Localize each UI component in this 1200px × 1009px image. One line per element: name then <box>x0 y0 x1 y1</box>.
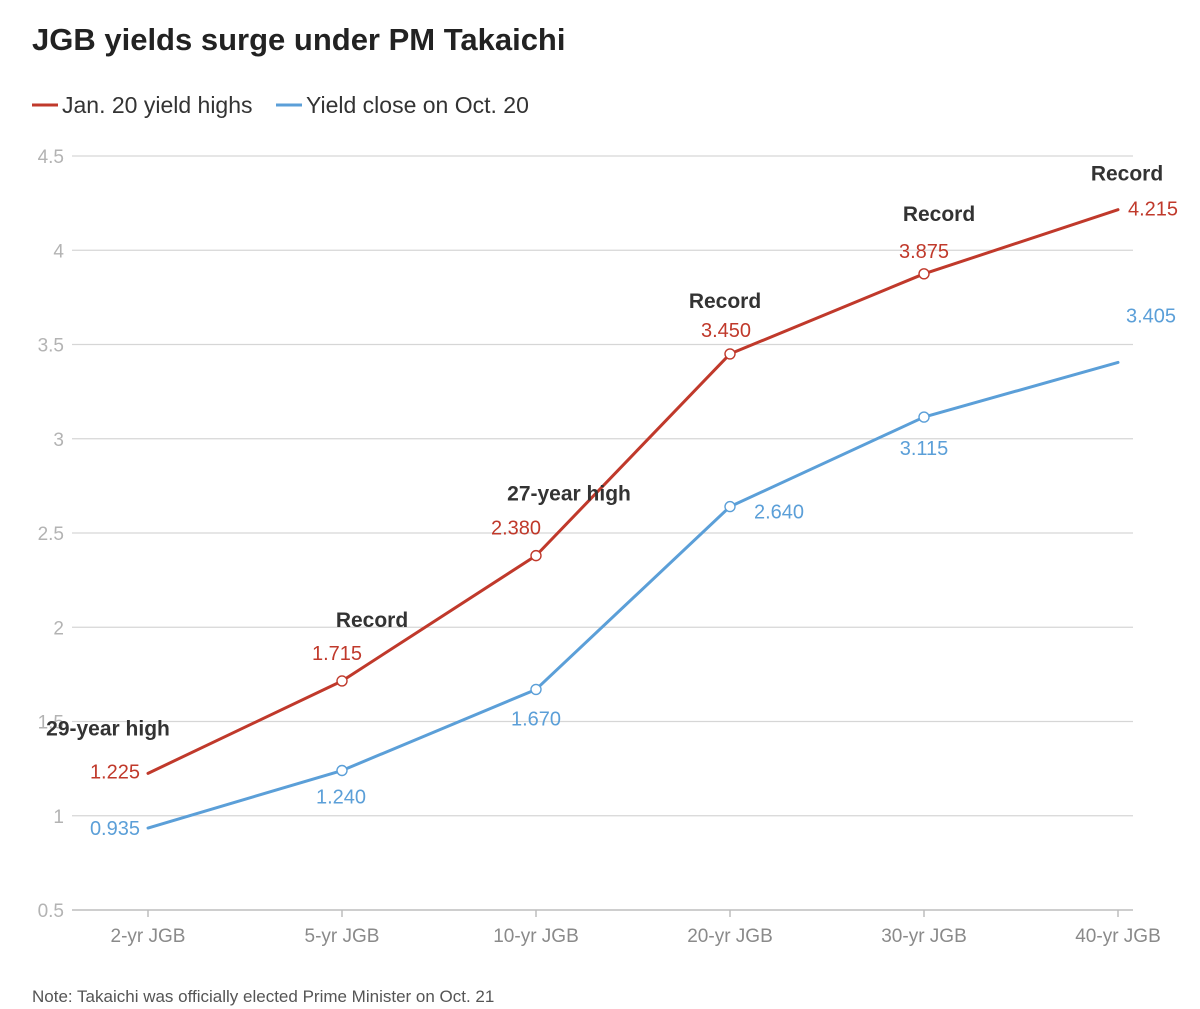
y-tick-label: 3.5 <box>38 336 64 357</box>
y-tick-label: 1 <box>53 807 64 828</box>
data-point <box>918 268 930 280</box>
data-labels: 1.225 1.715 2.380 3.450 3.875 4.215 0.935 1.240… <box>90 199 1178 840</box>
legend-label-oct-close: Yield close on Oct. 20 <box>306 92 529 118</box>
annotation-label: Record <box>689 290 761 313</box>
y-tick-label: 4 <box>53 241 64 262</box>
data-point <box>724 500 736 513</box>
data-label: 3.405 <box>1126 305 1176 327</box>
x-axis-ticks: 2-yr JGB 5-yr JGB 10-yr JGB 20-yr JGB 30-yr … <box>111 910 1161 947</box>
gridlines <box>72 155 1133 911</box>
series-line-0 <box>146 208 1120 775</box>
x-tick-label: 40-yr JGB <box>1075 926 1161 947</box>
data-label: 1.715 <box>312 643 362 665</box>
data-point <box>724 348 736 360</box>
data-label: 1.240 <box>316 787 366 809</box>
x-tick-label: 2-yr JGB <box>111 926 186 947</box>
annotation-label: Record <box>903 203 975 226</box>
y-tick-label: 2 <box>53 618 64 639</box>
legend-item-oct-close: Yield close on Oct. 20 <box>276 92 529 118</box>
data-point <box>918 411 930 423</box>
data-point <box>530 683 542 696</box>
y-tick-label: 3 <box>53 430 64 451</box>
y-tick-label: 0.5 <box>38 901 64 922</box>
annotations: 29-year high Record 27-year high Record Reco… <box>46 163 1163 741</box>
x-tick-label: 5-yr JGB <box>305 926 380 947</box>
y-tick-label: 1.5 <box>38 713 64 734</box>
data-point <box>530 549 542 562</box>
data-point <box>336 764 348 777</box>
data-label: 3.115 <box>900 438 949 460</box>
x-tick-label: 10-yr JGB <box>493 926 579 947</box>
data-label: 0.935 <box>90 818 140 840</box>
data-label: 3.875 <box>899 241 949 263</box>
data-label: 4.215 <box>1128 199 1178 221</box>
legend-label-jan-highs: Jan. 20 yield highs <box>62 92 253 118</box>
y-axis-ticks: 0.5 1 1.5 2 2.5 3 3.5 4 4.5 <box>38 147 65 922</box>
y-tick-label: 4.5 <box>38 147 64 168</box>
data-label: 2.640 <box>754 502 804 524</box>
data-label: 1.225 <box>90 761 140 783</box>
series <box>146 208 1120 830</box>
data-label: 3.450 <box>701 320 751 342</box>
annotation-label: Record <box>1091 163 1163 186</box>
data-label: 2.380 <box>491 518 541 540</box>
chart-title: JGB yields surge under PM Takaichi <box>32 22 565 57</box>
data-label: 1.670 <box>511 708 561 730</box>
annotation-label: 27-year high <box>507 483 631 506</box>
x-tick-label: 20-yr JGB <box>687 926 773 947</box>
annotation-label: 29-year high <box>46 717 170 740</box>
legend: Jan. 20 yield highs Yield close on Oct. … <box>32 92 529 118</box>
data-point <box>336 675 348 687</box>
annotation-label: Record <box>336 609 408 632</box>
x-tick-label: 30-yr JGB <box>881 926 967 947</box>
legend-item-jan-highs: Jan. 20 yield highs <box>32 92 253 118</box>
chart-note: Note: Takaichi was officially elected Pr… <box>32 987 494 1006</box>
y-tick-label: 2.5 <box>38 524 64 545</box>
series-line-1 <box>146 360 1120 830</box>
